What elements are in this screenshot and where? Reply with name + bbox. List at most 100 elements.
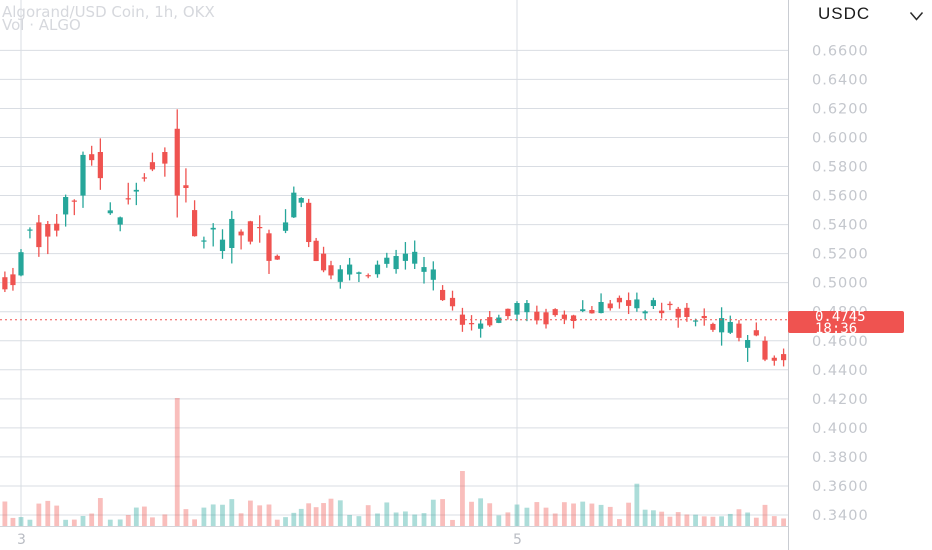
candle-body: [534, 311, 540, 321]
time-tick-label: 3: [17, 532, 26, 548]
candle-body: [650, 300, 656, 306]
candle-body: [402, 253, 408, 261]
candle-body: [675, 308, 681, 318]
candle-body: [328, 265, 334, 276]
candle-body: [736, 323, 742, 338]
time-axis-ticks: 3579: [17, 532, 522, 548]
candle-body: [141, 177, 147, 179]
volume-bar: [651, 510, 656, 526]
volume-bar: [10, 517, 16, 526]
candle-body: [374, 264, 381, 275]
volume-bar: [607, 506, 613, 526]
candle-body: [449, 297, 456, 307]
grid: [0, 0, 788, 526]
price-tick-label: 0.5800: [812, 160, 869, 176]
candle-body: [684, 307, 690, 317]
price-tick-label: 0.6600: [812, 43, 869, 59]
volume-bar: [210, 504, 216, 526]
volume-bar: [781, 518, 786, 526]
volume-bar: [745, 512, 751, 526]
candle-body: [27, 229, 33, 231]
volume-bar: [274, 519, 280, 526]
volume-bar: [162, 514, 168, 526]
volume-bar: [71, 519, 77, 526]
volume-bar: [36, 503, 42, 526]
price-tick-label: 0.5400: [812, 218, 869, 234]
candle-body: [219, 239, 226, 252]
legend-title[interactable]: Algorand/USD Coin, 1h, OKX: [2, 3, 215, 21]
volume-bar: [266, 504, 272, 526]
volume-bar: [2, 501, 8, 526]
volume-bar: [571, 503, 576, 526]
volume-bar: [505, 512, 511, 526]
volume-bar: [421, 513, 427, 526]
candle-body: [107, 210, 113, 214]
volume-bar: [201, 507, 207, 526]
volume-bar: [192, 519, 197, 526]
volume-bars: [2, 398, 786, 526]
currency-menu-icon[interactable]: [909, 12, 924, 21]
candle-body: [71, 200, 77, 202]
candle-body: [440, 289, 446, 301]
currency-label[interactable]: USDC: [818, 4, 870, 23]
volume-bar: [496, 515, 502, 526]
candle-body: [337, 269, 343, 282]
candle-body: [63, 197, 69, 215]
legend-volume[interactable]: Vol · ALGO: [2, 16, 81, 34]
volume-bar: [440, 499, 445, 526]
candle-body: [762, 340, 768, 360]
volume-bar: [469, 501, 474, 526]
price-axis-ticks: 0.3400 0.3600 0.3800 0.4000 0.4200 0.4400 0.46…: [812, 43, 869, 524]
candle-body: [634, 299, 640, 309]
volume-bar: [63, 519, 69, 526]
volume-bar: [150, 517, 155, 526]
candle-body: [659, 310, 665, 314]
last-price-box: [788, 311, 904, 333]
volume-bar: [375, 513, 380, 526]
candle-body: [89, 154, 95, 161]
price-tick-label: 0.6000: [812, 130, 869, 146]
candle-body: [97, 152, 103, 179]
candle-body: [229, 218, 235, 248]
volume-bar: [238, 513, 244, 526]
candle-body: [552, 309, 558, 316]
volume-bar: [659, 511, 665, 526]
candle-body: [365, 275, 371, 277]
volume-bar: [337, 500, 343, 526]
candle-body: [692, 320, 699, 322]
candle-body: [149, 162, 156, 170]
candle-body: [753, 330, 759, 336]
volume-bar: [762, 504, 768, 526]
candle-body: [274, 255, 280, 260]
volume-bar: [306, 503, 312, 526]
volume-bar: [125, 515, 131, 526]
volume-bar: [561, 502, 567, 526]
candle-body: [247, 221, 253, 242]
volume-bar: [313, 507, 319, 526]
candle-body: [347, 264, 353, 275]
candle-body: [384, 257, 390, 264]
volume-bar: [347, 514, 352, 526]
candle-body: [616, 297, 623, 303]
volume-bar: [107, 519, 113, 526]
volume-bar: [298, 508, 304, 526]
candle-body: [667, 303, 673, 306]
candle-body: [607, 303, 613, 309]
volume-bar: [141, 506, 147, 526]
volume-bar: [89, 513, 95, 526]
candle-body: [710, 323, 716, 330]
candle-body: [298, 198, 304, 203]
candle-body: [210, 227, 216, 230]
candle-body: [18, 252, 24, 276]
volume-bar: [524, 507, 530, 526]
candle-body: [626, 300, 632, 306]
candle-body: [313, 240, 319, 262]
volume-bar: [478, 498, 484, 526]
volume-bar: [257, 505, 263, 526]
volume-bar: [384, 502, 390, 526]
volume-bar: [626, 502, 631, 526]
price-scale-panel[interactable]: [788, 0, 932, 550]
